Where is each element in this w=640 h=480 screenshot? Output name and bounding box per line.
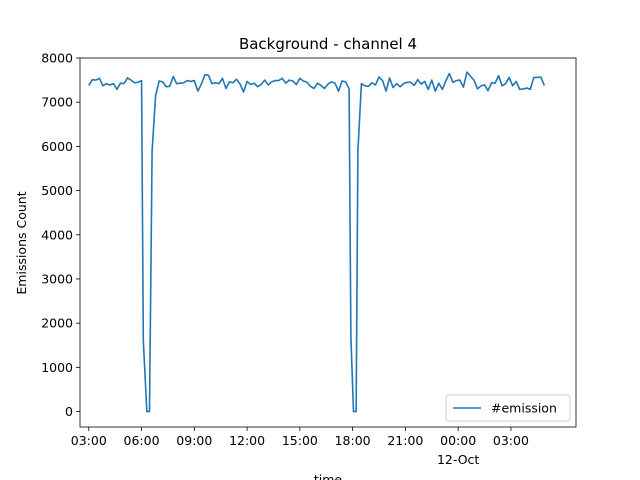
x-tick-label: 15:00 (282, 433, 318, 448)
series-line-emission (88, 71, 546, 413)
x-tick-label: 06:00 (124, 433, 160, 448)
x-tick-label: 03:00 (71, 433, 107, 448)
y-tick-label: 1000 (41, 360, 73, 375)
y-tick-label: 8000 (41, 51, 73, 66)
legend-label-emission: #emission (491, 401, 557, 416)
plot-area (88, 71, 546, 413)
x-tick-sublabel: 12-Oct (437, 452, 479, 467)
y-tick-label: 4000 (41, 227, 73, 242)
y-axis-ticks: 0 1000 2000 3000 4000 5000 6000 7000 8000 (41, 51, 80, 419)
y-tick-label: 0 (65, 404, 73, 419)
axes-frame (79, 57, 577, 428)
y-tick-label: 6000 (41, 139, 73, 154)
y-tick-label: 2000 (41, 316, 73, 331)
legend-box (445, 394, 571, 422)
legend: #emission (445, 394, 571, 422)
chart-title: Background - channel 4 (239, 35, 417, 53)
x-axis-ticks: 03:00 06:00 09:00 12:00 15:00 18:00 21:00 00:00… (71, 427, 529, 467)
x-tick-label: 21:00 (387, 433, 423, 448)
x-tick-label: 18:00 (335, 433, 371, 448)
x-tick-label: 03:00 (493, 433, 529, 448)
x-tick-label: 12:00 (229, 433, 265, 448)
x-axis-label: time (314, 472, 343, 480)
y-tick-label: 3000 (41, 271, 73, 286)
x-tick-label: 00:00 (440, 433, 476, 448)
y-tick-label: 5000 (41, 183, 73, 198)
y-axis-label: Emissions Count (14, 191, 29, 294)
y-tick-label: 7000 (41, 95, 73, 110)
x-tick-label: 09:00 (176, 433, 212, 448)
